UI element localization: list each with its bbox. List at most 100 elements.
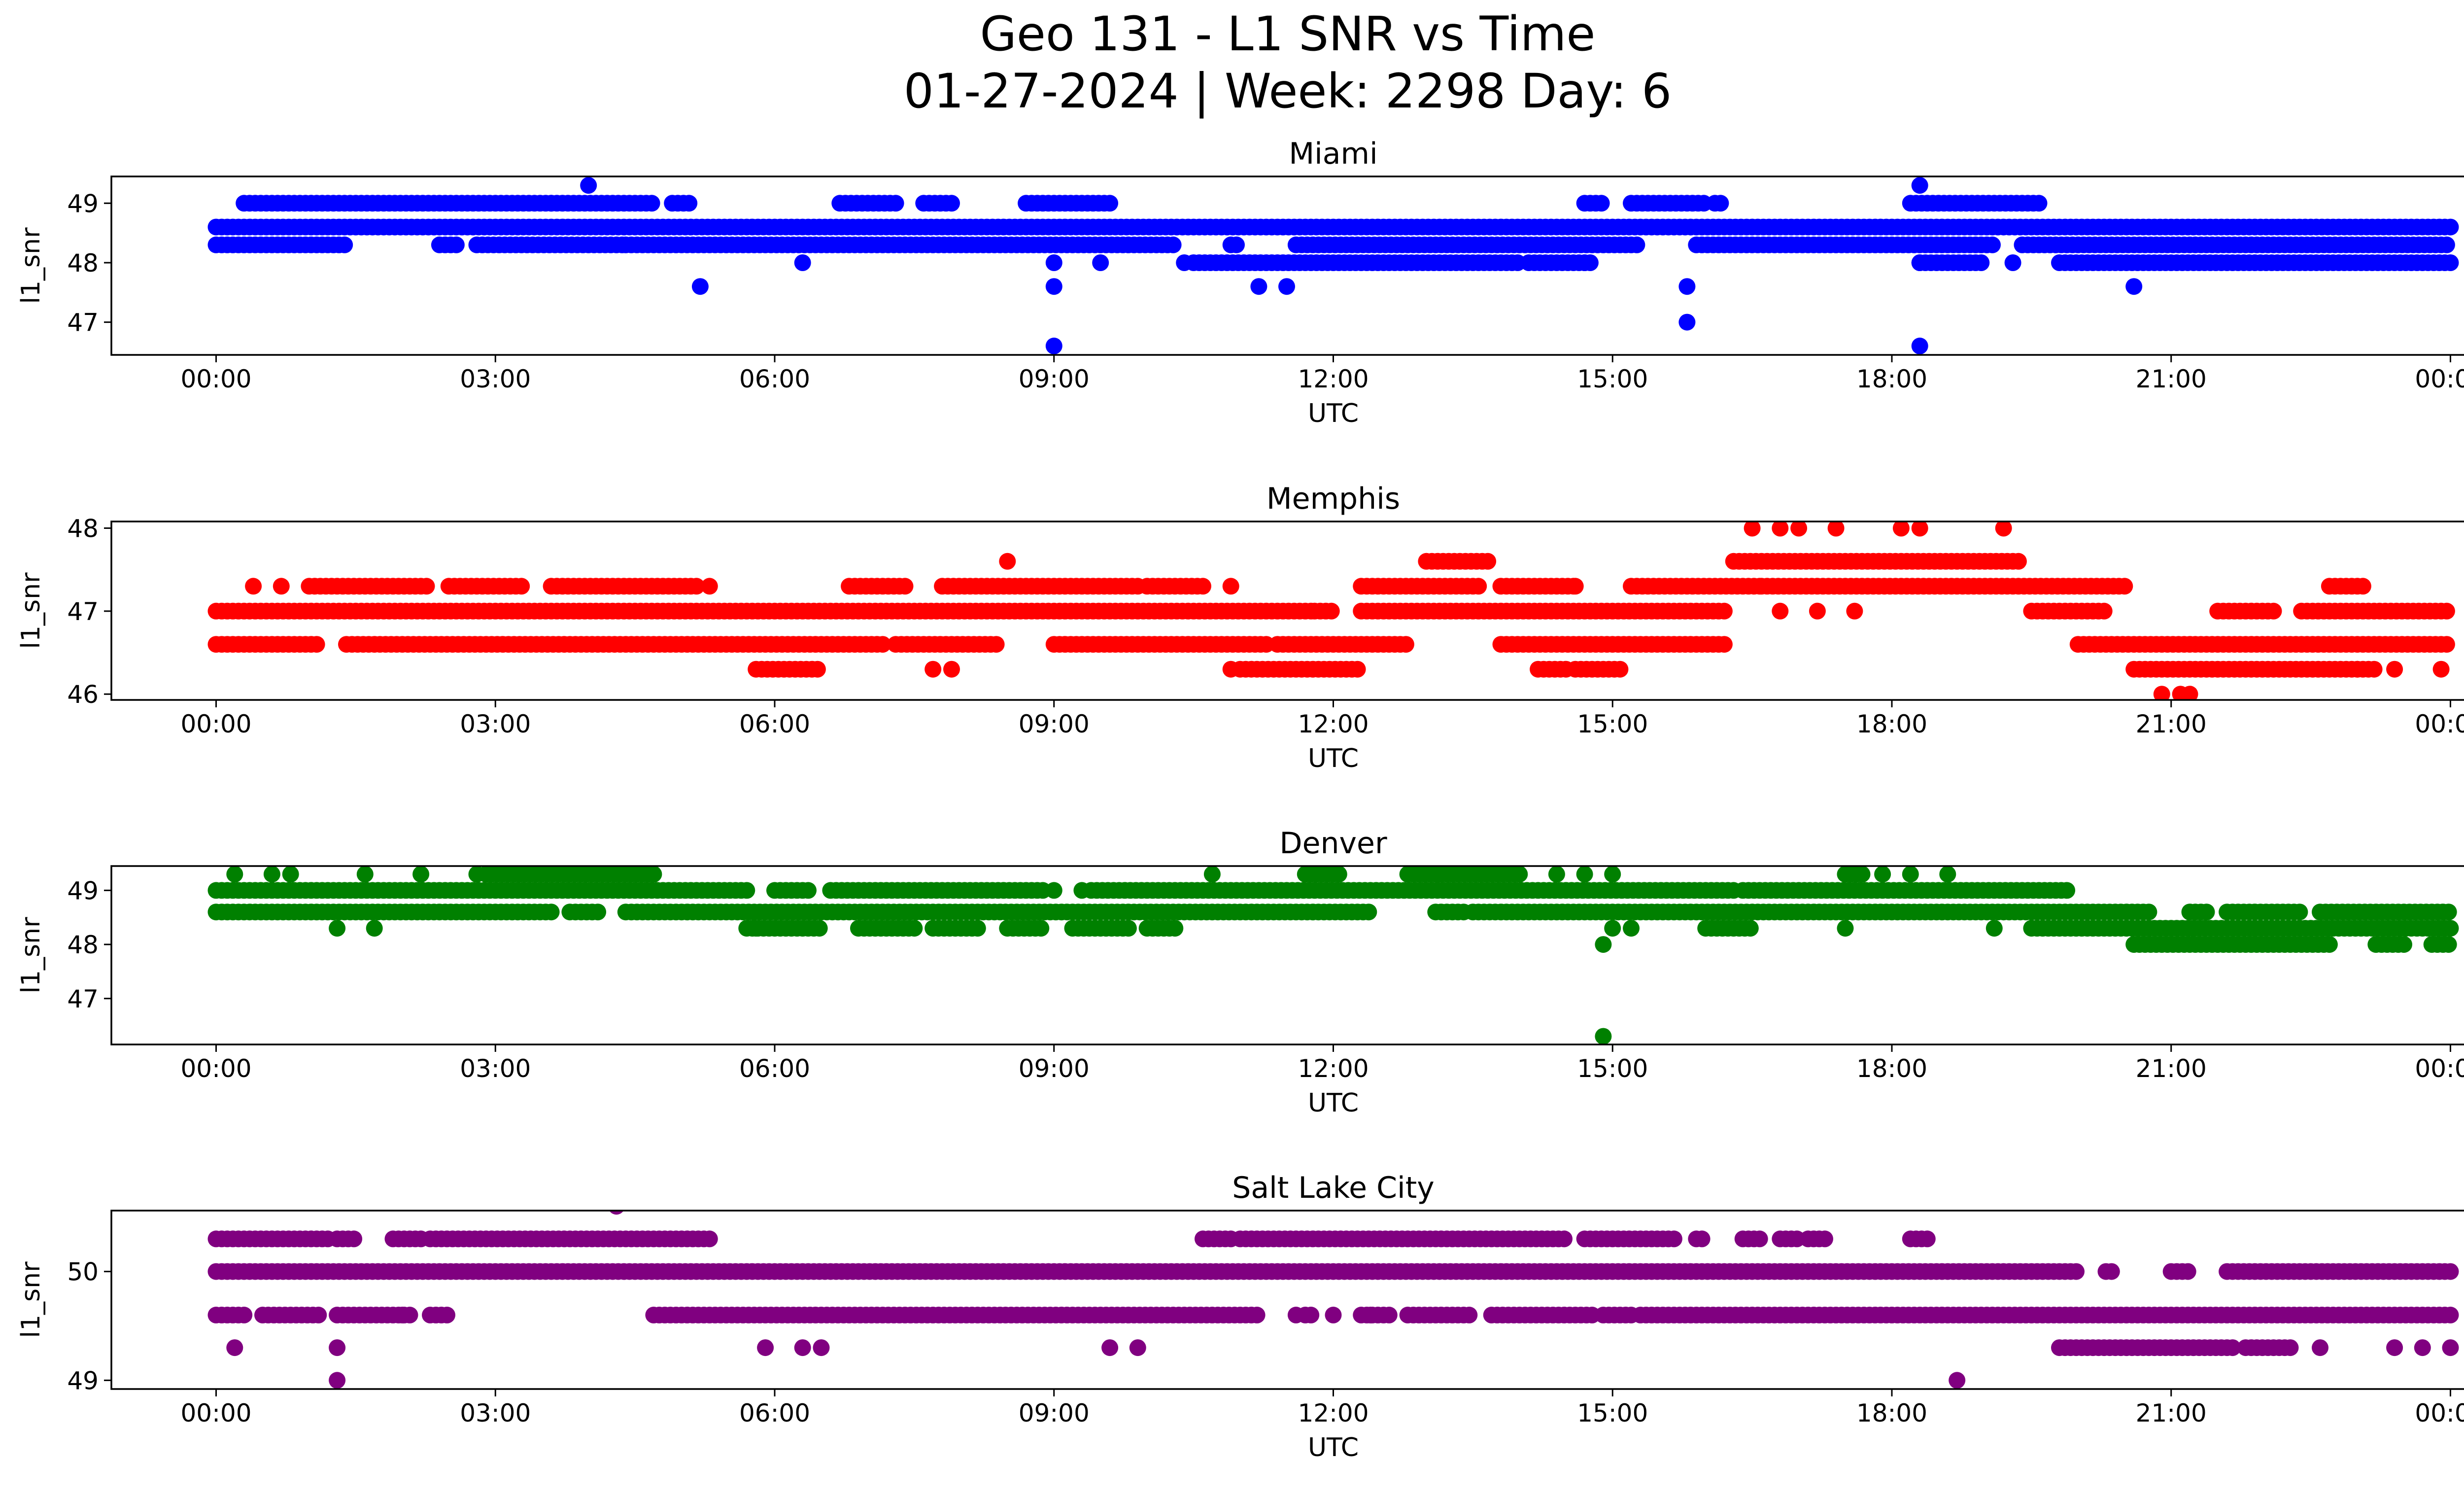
data-point xyxy=(943,661,960,678)
data-point xyxy=(969,920,986,937)
data-point xyxy=(643,195,660,212)
y-tick-label: 47 xyxy=(67,985,99,1013)
data-point xyxy=(2442,1306,2459,1323)
subplot-4: Salt Lake City 00:00 03:00 06:00 09:00 12:00 1… xyxy=(16,1171,2464,1462)
data-point xyxy=(1576,866,1593,883)
data-point xyxy=(2349,661,2366,678)
data-point xyxy=(580,177,597,194)
data-point xyxy=(1715,636,1733,653)
data-point xyxy=(1032,920,1050,937)
data-point xyxy=(1973,254,1990,271)
data-point xyxy=(468,866,485,883)
data-point xyxy=(1742,920,1759,937)
data-point xyxy=(1744,522,1761,537)
data-point xyxy=(1548,866,1565,883)
data-point xyxy=(1567,578,1584,595)
y-tick-label: 49 xyxy=(67,189,99,218)
data-point xyxy=(329,1372,346,1389)
data-point xyxy=(1911,254,1928,271)
data-point xyxy=(1511,866,1528,883)
data-point xyxy=(366,920,383,937)
data-point xyxy=(738,882,755,899)
x-tick-label: 21:00 xyxy=(2136,365,2207,393)
data-point xyxy=(2442,920,2459,937)
x-tick-label: 00:00 xyxy=(2415,1399,2464,1427)
data-point xyxy=(943,195,960,212)
x-axis-label: UTC xyxy=(1308,1433,1359,1462)
data-point xyxy=(2312,1339,2328,1356)
data-point xyxy=(794,254,811,271)
data-point xyxy=(2004,254,2021,271)
data-point xyxy=(1611,661,1629,678)
data-point xyxy=(273,578,290,595)
data-point xyxy=(1380,1306,1398,1323)
data-point xyxy=(1846,602,1863,620)
subplot-2: Memphis 00:00 03:00 06:00 09:00 12:00 15:00 18:… xyxy=(16,482,2464,773)
data-point xyxy=(1693,1230,1711,1248)
data-point xyxy=(1751,1230,1768,1248)
data-point xyxy=(513,578,530,595)
data-point xyxy=(701,578,718,595)
data-point xyxy=(1816,1230,1833,1248)
data-point xyxy=(1228,236,1245,253)
data-point xyxy=(394,1306,411,1323)
x-tick-label: 12:00 xyxy=(1298,365,1369,393)
data-point xyxy=(2440,904,2457,921)
data-point xyxy=(2153,686,2170,700)
x-tick-label: 06:00 xyxy=(739,1399,810,1427)
y-tick-label: 46 xyxy=(67,680,99,709)
data-point xyxy=(1772,602,1789,620)
data-point xyxy=(345,1230,363,1248)
data-point xyxy=(1092,254,1109,271)
data-point xyxy=(2095,602,2113,620)
data-point xyxy=(1995,522,2012,537)
data-point xyxy=(1678,278,1696,295)
y-tick-label: 48 xyxy=(67,249,99,278)
data-point xyxy=(2438,236,2455,253)
data-point xyxy=(999,553,1016,570)
data-point xyxy=(1120,920,1137,937)
data-point xyxy=(1911,522,1928,537)
x-axis-label: UTC xyxy=(1308,1088,1359,1118)
data-point xyxy=(1911,337,1928,354)
figure-title-line2: 01-27-2024 | Week: 2298 Day: 6 xyxy=(904,64,1672,119)
data-point xyxy=(336,236,353,253)
x-tick-label: 12:00 xyxy=(1298,1054,1369,1083)
data-point xyxy=(1985,920,2003,937)
subplot-title: Memphis xyxy=(1266,482,1400,516)
x-tick-label: 15:00 xyxy=(1577,365,1648,393)
data-point xyxy=(1045,337,1062,354)
data-point xyxy=(924,661,942,678)
x-tick-label: 03:00 xyxy=(460,1054,531,1083)
data-point xyxy=(2386,1339,2403,1356)
data-point xyxy=(2442,254,2459,271)
y-axis-label: l1_snr xyxy=(16,572,46,649)
x-axis-label: UTC xyxy=(1308,399,1359,428)
scatter-points xyxy=(207,1211,2459,1389)
y-axis-label: l1_snr xyxy=(16,1261,46,1338)
data-point xyxy=(1790,522,1808,537)
data-point xyxy=(1360,904,1377,921)
data-point xyxy=(329,1339,346,1356)
data-point xyxy=(2321,936,2338,953)
y-tick-label: 49 xyxy=(67,1366,99,1395)
data-point xyxy=(874,636,891,653)
data-point xyxy=(412,866,430,883)
data-point xyxy=(1576,254,1593,271)
x-tick-label: 00:00 xyxy=(180,710,251,738)
data-point xyxy=(1604,920,1621,937)
data-point xyxy=(691,278,709,295)
data-point xyxy=(1984,236,2001,253)
scatter-points xyxy=(207,522,2455,700)
data-point xyxy=(757,1339,774,1356)
data-point xyxy=(1949,1372,1966,1389)
data-point xyxy=(813,1339,830,1356)
data-point xyxy=(906,920,923,937)
data-point xyxy=(1902,866,1919,883)
data-point xyxy=(1556,1230,1573,1248)
data-point xyxy=(609,1211,624,1215)
data-point xyxy=(1045,254,1062,271)
data-point xyxy=(1195,578,1211,595)
data-point xyxy=(589,904,607,921)
data-point xyxy=(1604,866,1621,883)
